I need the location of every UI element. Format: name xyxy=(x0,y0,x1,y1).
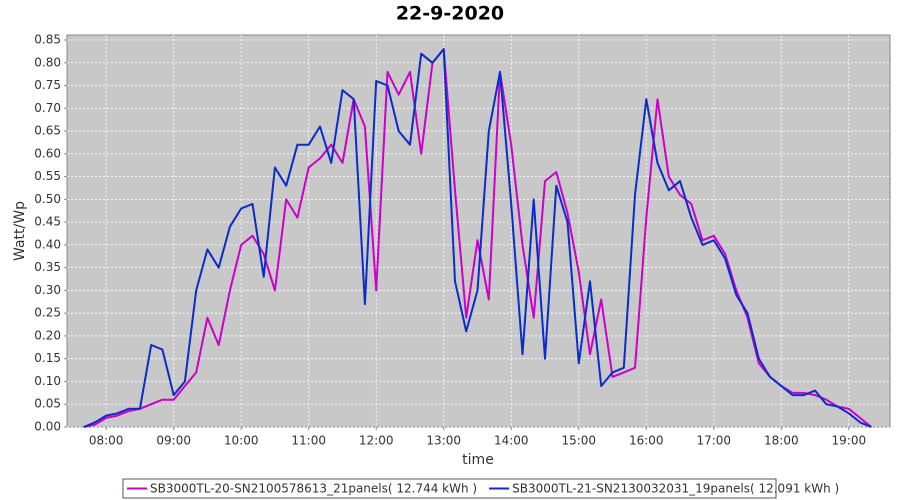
x-tick-label: 09:00 xyxy=(156,434,191,448)
x-tick-label: 15:00 xyxy=(561,434,596,448)
y-tick-label: 0.45 xyxy=(34,215,61,229)
y-tick-label: 0.85 xyxy=(34,33,61,47)
chart-title: 22-9-2020 xyxy=(396,3,504,25)
x-tick-label: 13:00 xyxy=(426,434,461,448)
y-tick-label: 0.55 xyxy=(34,169,61,183)
legend-label: SB3000TL-20-SN2100578613_21panels( 12.74… xyxy=(150,482,477,496)
x-tick-label: 16:00 xyxy=(629,434,664,448)
x-axis-label: time xyxy=(462,452,494,468)
x-tick-label: 18:00 xyxy=(764,434,799,448)
series-line xyxy=(83,48,872,428)
y-tick-label: 0.35 xyxy=(34,260,61,274)
y-tick-label: 0.10 xyxy=(34,374,61,388)
x-tick-label: 12:00 xyxy=(359,434,394,448)
legend xyxy=(122,478,777,499)
y-tick-label: 0.75 xyxy=(34,78,61,92)
y-tick-label: 0.30 xyxy=(34,283,61,297)
x-tick-label: 19:00 xyxy=(832,434,867,448)
x-tick-label: 11:00 xyxy=(291,434,326,448)
x-tick-label: 08:00 xyxy=(89,434,124,448)
y-axis-label: Watt/Wp xyxy=(12,201,28,261)
y-tick-label: 0.05 xyxy=(34,397,61,411)
y-tick-label: 0.65 xyxy=(34,124,61,138)
y-tick-label: 0.80 xyxy=(34,55,61,69)
plot-area xyxy=(66,34,891,428)
y-tick-label: 0.50 xyxy=(34,192,61,206)
y-tick-label: 0.25 xyxy=(34,306,61,320)
legend-label: SB3000TL-21-SN2130032031_19panels( 12.09… xyxy=(512,482,839,496)
x-tick-label: 17:00 xyxy=(696,434,731,448)
y-tick-label: 0.40 xyxy=(34,237,61,251)
y-tick-label: 0.60 xyxy=(34,146,61,160)
y-tick-label: 0.70 xyxy=(34,101,61,115)
y-tick-label: 0.00 xyxy=(34,420,61,434)
y-tick-label: 0.20 xyxy=(34,328,61,342)
x-tick-label: 10:00 xyxy=(224,434,259,448)
x-tick-label: 14:00 xyxy=(494,434,529,448)
y-tick-label: 0.15 xyxy=(34,351,61,365)
